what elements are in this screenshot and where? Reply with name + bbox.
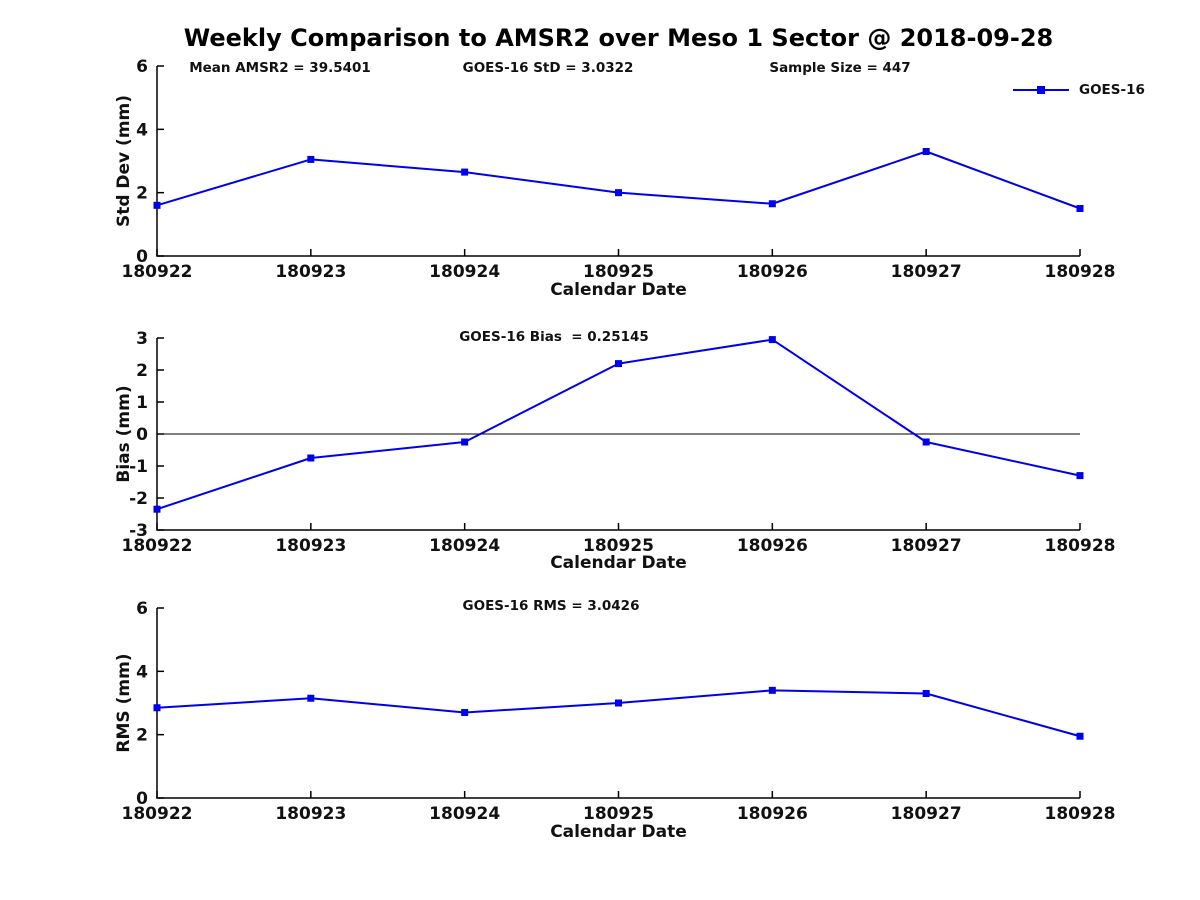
y-tick-label: 2 xyxy=(136,184,148,204)
y-axis-label-rms: RMS (mm) xyxy=(114,653,134,753)
x-tick-label: 180928 xyxy=(1045,262,1116,282)
y-tick-label: 0 xyxy=(136,789,148,809)
y-tick-label: 4 xyxy=(136,662,148,682)
series-line xyxy=(156,150,1081,210)
x-axis-label-1: Calendar Date xyxy=(550,280,687,300)
data-marker xyxy=(922,690,930,697)
data-marker xyxy=(615,189,622,197)
legend-line-icon xyxy=(1013,86,1069,94)
x-tick-label: 180922 xyxy=(122,804,193,824)
y-axis-label-stddev: Std Dev (mm) xyxy=(114,94,134,228)
data-marker xyxy=(307,454,315,462)
x-axis-label-2: Calendar Date xyxy=(550,553,687,573)
x-tick-label: 180924 xyxy=(429,804,500,824)
x-tick-label: 180924 xyxy=(429,262,500,282)
data-marker xyxy=(153,704,161,712)
x-tick-label: 180928 xyxy=(1045,804,1116,824)
legend-marker xyxy=(1037,86,1045,94)
x-tick-label: 180923 xyxy=(275,536,346,556)
y-tick-label: 3 xyxy=(136,329,148,349)
x-tick-label: 180922 xyxy=(122,262,193,282)
axis-line xyxy=(156,66,1080,257)
data-marker xyxy=(153,201,161,209)
x-tick-label: 180927 xyxy=(891,262,962,282)
data-marker xyxy=(461,709,469,716)
x-tick-label: 180928 xyxy=(1045,536,1116,556)
y-tick-label: 6 xyxy=(136,57,148,77)
annotation-sample-size: Sample Size = 447 xyxy=(769,60,911,76)
figure-title: Weekly Comparison to AMSR2 over Meso 1 S… xyxy=(183,24,1054,52)
data-marker xyxy=(153,505,161,513)
x-tick-label: 180926 xyxy=(737,804,808,824)
y-tick-label: 1 xyxy=(136,393,148,413)
data-marker xyxy=(1076,732,1084,740)
x-tick-label: 180923 xyxy=(275,804,346,824)
legend-label: GOES-16 xyxy=(1079,82,1145,98)
data-marker xyxy=(461,168,469,176)
y-tick-label: 0 xyxy=(136,425,148,445)
annotation-mean-amsr2: Mean AMSR2 = 39.5401 xyxy=(189,60,371,76)
x-tick-label: 180925 xyxy=(583,536,654,556)
data-marker xyxy=(768,200,776,208)
x-tick-label: 180926 xyxy=(737,262,808,282)
y-tick-label: -1 xyxy=(129,457,148,477)
data-marker xyxy=(1076,472,1084,480)
annotation-goes16-bias: GOES-16 Bias = 0.25145 xyxy=(459,329,649,345)
data-marker xyxy=(768,336,776,344)
x-tick-label: 180922 xyxy=(122,536,193,556)
data-marker xyxy=(768,686,776,694)
series-line xyxy=(156,689,1081,738)
y-tick-label: 2 xyxy=(136,726,148,746)
data-marker xyxy=(922,438,930,446)
y-axis-label-bias: Bias (mm) xyxy=(114,385,134,483)
x-axis-label-3: Calendar Date xyxy=(550,822,687,842)
x-tick-label: 180925 xyxy=(583,262,654,282)
data-marker xyxy=(615,699,622,707)
annotation-goes16-rms: GOES-16 RMS = 3.0426 xyxy=(462,598,640,614)
data-marker xyxy=(922,148,930,155)
data-marker xyxy=(307,694,315,702)
x-tick-label: 180925 xyxy=(583,804,654,824)
y-tick-label: -3 xyxy=(129,521,148,541)
x-tick-label: 180924 xyxy=(429,536,500,556)
x-tick-label: 180927 xyxy=(891,536,962,556)
x-tick-label: 180923 xyxy=(275,262,346,282)
y-tick-label: 4 xyxy=(136,120,148,140)
legend: GOES-16 xyxy=(1012,81,1145,99)
x-tick-label: 180927 xyxy=(891,804,962,824)
data-marker xyxy=(615,360,622,368)
y-tick-label: 6 xyxy=(136,599,148,619)
data-marker xyxy=(307,155,315,163)
data-marker xyxy=(461,438,469,446)
y-tick-label: 0 xyxy=(136,247,148,267)
x-tick-label: 180926 xyxy=(737,536,808,556)
y-tick-label: 2 xyxy=(136,361,148,381)
y-tick-label: -2 xyxy=(129,489,148,509)
data-marker xyxy=(1076,205,1084,212)
annotation-goes16-std: GOES-16 StD = 3.0322 xyxy=(462,60,634,76)
